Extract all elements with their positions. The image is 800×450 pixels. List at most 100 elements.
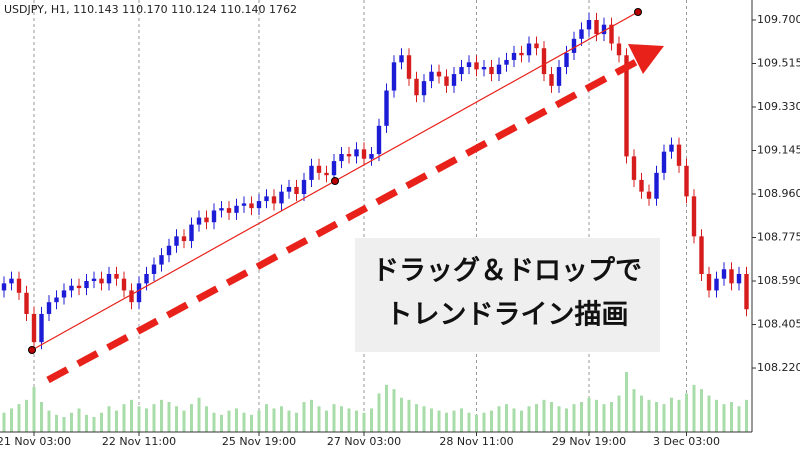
- volume-bar: [130, 399, 133, 432]
- volume-bar: [310, 399, 313, 432]
- volume-bar: [70, 412, 73, 432]
- volume-bar: [482, 412, 486, 432]
- volume-bar: [572, 404, 576, 432]
- candle-body: [721, 269, 727, 279]
- candle-body: [459, 67, 464, 75]
- candle-body: [744, 273, 749, 310]
- volume-bar: [55, 414, 58, 432]
- x-tick-label: 27 Nov 03:00: [327, 435, 401, 448]
- volume-bar: [587, 397, 591, 432]
- volume-bar: [347, 408, 351, 432]
- candle-body: [444, 76, 449, 86]
- candle-body: [736, 273, 742, 284]
- candle-body: [76, 285, 82, 289]
- volume-bar: [685, 393, 688, 432]
- candle-body: [301, 179, 307, 195]
- candle-body: [256, 201, 262, 209]
- candle-body: [519, 52, 524, 56]
- candle-body: [369, 154, 374, 159]
- volume-bar: [197, 397, 201, 432]
- annotation-box: [355, 238, 660, 352]
- volume-bar: [62, 417, 66, 432]
- candle-body: [226, 208, 232, 213]
- volume-bar: [77, 408, 81, 432]
- candle-body: [106, 273, 112, 284]
- candle-body: [354, 149, 359, 157]
- volume-bar: [325, 410, 328, 432]
- volume-bar: [227, 410, 231, 432]
- volume-bar: [47, 410, 51, 432]
- volume-bar: [467, 412, 471, 432]
- annotation: トレンドライン描画: [386, 300, 629, 331]
- trend-handle[interactable]: [634, 8, 642, 16]
- y-tick-label: 108.220: [757, 361, 800, 374]
- volume-bar: [182, 410, 186, 432]
- volume-bar: [385, 384, 388, 432]
- candle-body: [511, 52, 517, 60]
- arrow-shaft: [46, 58, 638, 384]
- candle-body: [384, 90, 389, 126]
- volume-bar: [640, 395, 643, 432]
- candle-body: [39, 313, 44, 343]
- volume-bar: [10, 408, 13, 432]
- candle-body: [309, 165, 314, 180]
- trend-handle[interactable]: [331, 177, 339, 185]
- volume-bar: [722, 404, 726, 432]
- candle-body: [31, 313, 37, 343]
- volume-bar: [452, 410, 456, 432]
- volume-bar: [265, 404, 268, 432]
- candle-body: [601, 24, 607, 35]
- volume-bar: [512, 408, 516, 432]
- volume-bar: [220, 414, 223, 432]
- candle-body: [706, 273, 712, 291]
- candle-body: [594, 19, 599, 35]
- candle-body: [676, 144, 682, 166]
- volume-bar: [115, 410, 118, 432]
- y-tick-label: 108.405: [757, 318, 800, 331]
- candle-body: [541, 48, 547, 75]
- candle-body: [264, 196, 269, 202]
- candle-body: [279, 191, 284, 204]
- volume-bar: [17, 404, 21, 432]
- candle-body: [69, 285, 74, 291]
- candle-body: [669, 144, 674, 152]
- candle-body: [196, 217, 202, 225]
- volume-bar: [422, 406, 426, 432]
- y-tick-label: 109.145: [757, 144, 800, 157]
- candle-body: [114, 273, 119, 279]
- candle-body: [661, 151, 667, 173]
- candle-body: [609, 24, 614, 44]
- candle-body: [54, 297, 59, 303]
- volume-bar: [700, 389, 703, 432]
- volume-bar: [707, 395, 711, 432]
- candle-body: [241, 203, 247, 206]
- candle-body: [699, 236, 704, 274]
- candle-body: [61, 290, 67, 298]
- volume-bar: [317, 406, 321, 432]
- volume-bar: [32, 387, 36, 432]
- volume-bar: [167, 402, 171, 432]
- candle-body: [474, 62, 479, 70]
- volume-bar: [527, 406, 531, 432]
- trend-handle[interactable]: [28, 346, 36, 354]
- x-tick-label: 22 Nov 11:00: [102, 435, 176, 448]
- candle-body: [24, 292, 29, 314]
- candle-body: [234, 205, 239, 213]
- volume-bar: [287, 410, 291, 432]
- candle-body: [136, 283, 142, 303]
- volume-bar: [212, 412, 216, 432]
- candle-body: [414, 78, 419, 96]
- candle-body: [181, 236, 187, 242]
- volume-bar: [122, 404, 126, 432]
- y-tick-label: 108.775: [757, 231, 800, 244]
- candle-body: [16, 278, 22, 293]
- volume-bar: [2, 412, 6, 432]
- volume-bar: [160, 399, 163, 432]
- candle-body: [286, 186, 292, 192]
- candle-body: [616, 43, 622, 56]
- volume-bar: [460, 408, 463, 432]
- volume-bar: [175, 406, 178, 432]
- candle-body: [496, 64, 502, 75]
- candle-body: [436, 71, 442, 77]
